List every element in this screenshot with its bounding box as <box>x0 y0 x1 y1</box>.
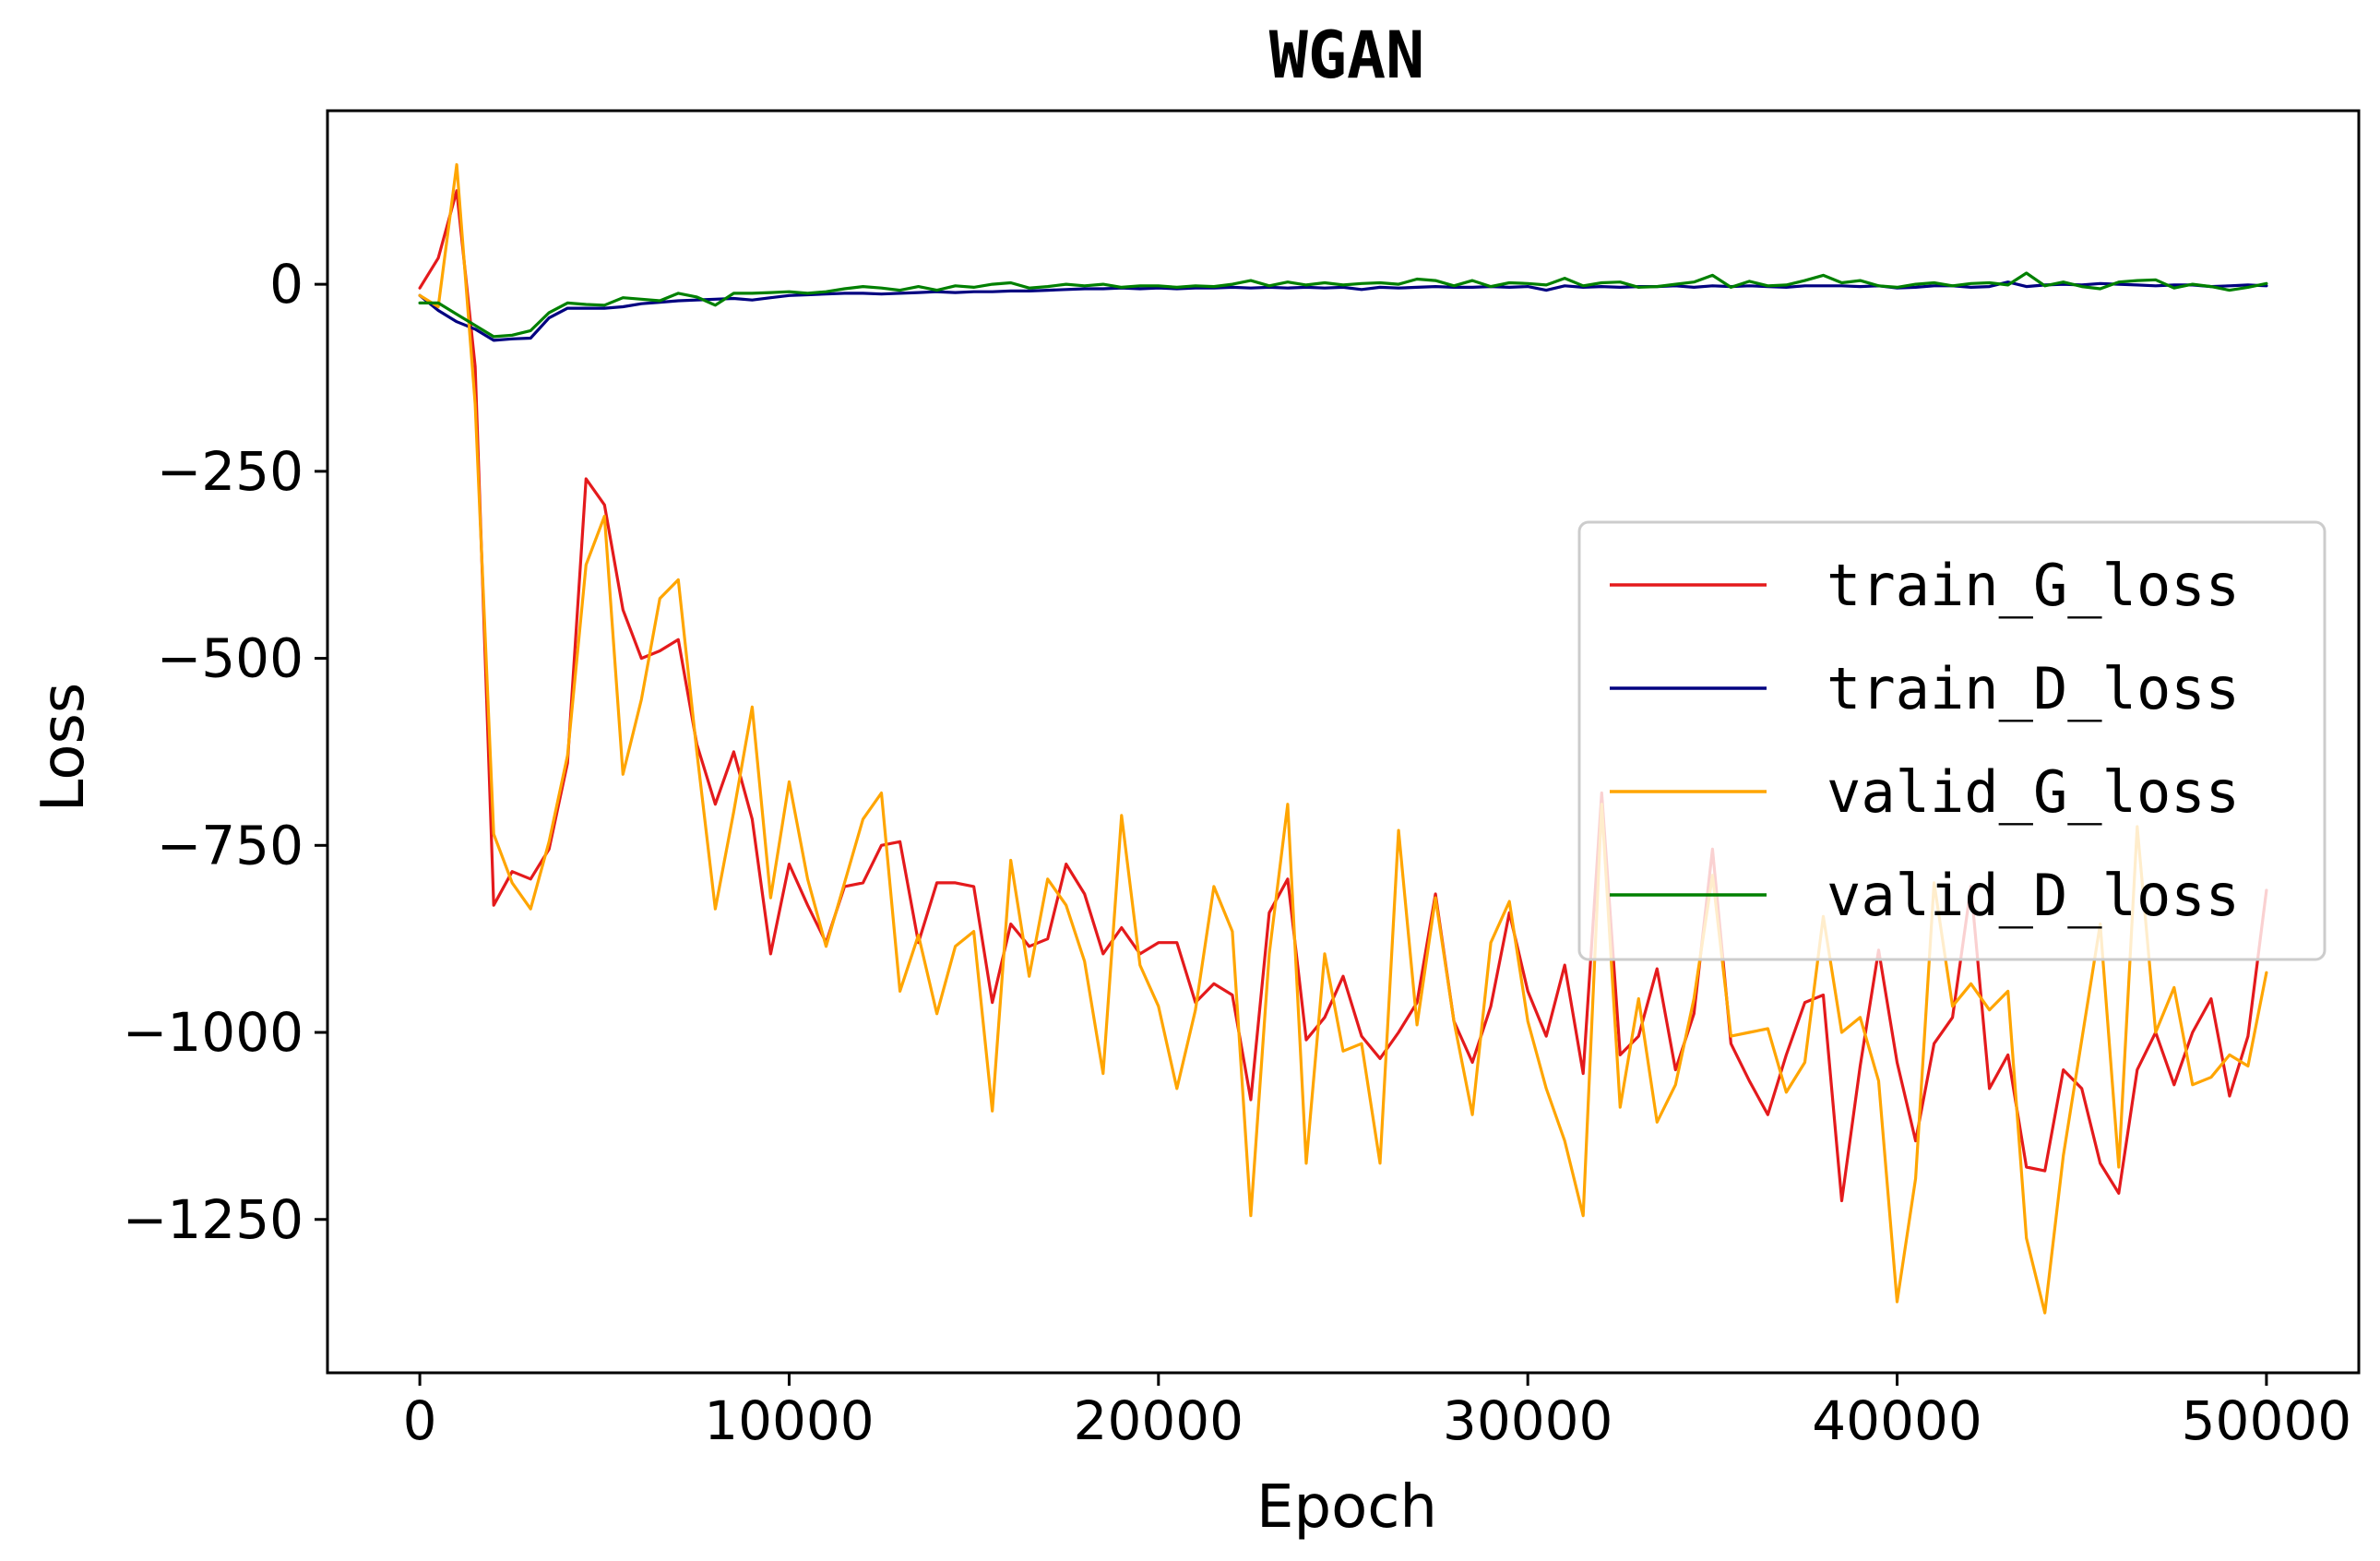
y-tick-label: −250 <box>157 440 303 503</box>
legend-label: train_D_loss <box>1827 655 2240 722</box>
y-axis-title: Loss <box>30 683 98 812</box>
y-tick-label: −1000 <box>123 1001 303 1064</box>
legend: train_G_loss train_D_loss valid_G_lossvali… <box>1577 520 2326 961</box>
x-tick-label: 50000 <box>2182 1389 2352 1452</box>
y-tick-label: −750 <box>157 814 303 876</box>
plot-area <box>326 109 2361 1375</box>
y-tick-label: −1250 <box>123 1188 303 1251</box>
x-axis: 0 10000 20000 30000 40000 50000 <box>403 1373 2352 1452</box>
x-axis-title: Epoch <box>1256 1473 1437 1542</box>
legend-box <box>1577 520 2326 961</box>
y-tick-label: −500 <box>157 627 303 690</box>
series-line-valid-d-loss <box>418 271 2268 339</box>
legend-label: valid_G_loss <box>1827 758 2240 826</box>
y-axis: 0 −250 −500 −750 −1000 −1250 <box>123 253 327 1251</box>
x-tick-label: 30000 <box>1443 1389 1613 1452</box>
series-line-train-d-loss <box>418 280 2268 342</box>
series-line-valid-g-loss <box>418 162 2268 1315</box>
x-tick-label: 20000 <box>1074 1389 1244 1452</box>
legend-label: train_G_loss <box>1827 552 2240 619</box>
y-tick-label: 0 <box>269 253 303 316</box>
x-tick-label: 0 <box>403 1389 437 1452</box>
legend-label: valid_D_loss <box>1827 862 2240 929</box>
plot-frame <box>326 109 2361 1375</box>
series-group <box>418 162 2268 1315</box>
x-tick-label: 40000 <box>1812 1389 1982 1452</box>
chart-title: WGAN <box>1269 18 1425 93</box>
x-tick-label: 10000 <box>704 1389 875 1452</box>
series-line-train-g-loss <box>418 189 2268 1203</box>
